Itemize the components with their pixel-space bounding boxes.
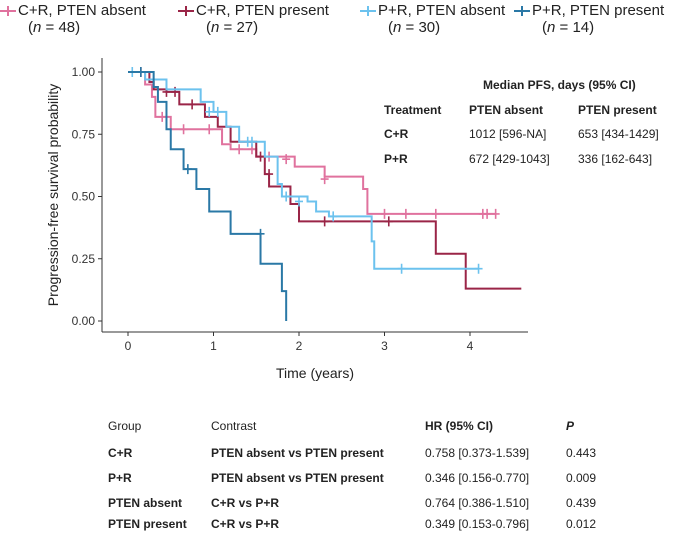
x-tick-label: 2 [296,339,303,353]
hr-row3-hr: 0.764 [0.386-1.510] [425,496,530,510]
censor-mark [183,164,192,175]
y-axis-label: Progression-free survival probability [45,84,61,307]
y-tick-label: 0.75 [72,127,96,141]
y-tick-label: 1.00 [72,65,96,79]
censor-mark [380,208,389,219]
legend-cross-icon [178,6,194,16]
hr-row3-group: PTEN absent [108,496,183,510]
hr-row4-contrast: C+R vs P+R [211,517,280,531]
legend-n: (n = 48) [28,19,81,36]
median-header-present: PTEN present [578,103,657,117]
km-curve-series-1 [128,71,496,215]
legend-item-cr-present[interactable]: C+R, PTEN present (n = 27) [178,2,329,36]
censor-mark [256,228,265,239]
median-row-pr-label: P+R [384,152,408,166]
legend-n: (n = 27) [206,19,259,36]
legend-label: C+R, PTEN present [196,2,329,19]
legend-n: (n = 30) [388,19,441,36]
median-header-absent: PTEN absent [469,103,544,117]
hr-row4-group: PTEN present [108,517,187,531]
hr-row3-contrast: C+R vs P+R [211,496,280,510]
median-header-treatment: Treatment [384,103,442,117]
censor-mark [188,99,197,110]
legend-label: P+R, PTEN absent [378,2,506,19]
hr-row1-contrast: PTEN absent vs PTEN present [211,446,384,460]
censor-mark [205,124,214,135]
median-table-title: Median PFS, days (95% CI) [483,78,636,92]
hr-header-hr: HR (95% CI) [425,419,494,433]
x-tick-label: 0 [125,339,132,353]
median-row-cr-label: C+R [384,127,409,141]
x-tick-label: 4 [467,339,474,353]
y-tick-label: 0.25 [72,252,96,266]
censor-mark [295,196,303,207]
y-tick-label: 0.50 [72,190,96,204]
censor-mark [235,144,244,155]
hr-header-contrast: Contrast [211,419,257,433]
x-tick-label: 3 [381,339,388,353]
legend-label: P+R, PTEN present [532,2,665,19]
km-curve-series-4 [128,71,288,321]
km-curve-series-3 [128,71,479,270]
hr-row1-hr: 0.758 [0.373-1.539] [425,446,530,460]
censor-mark [320,174,329,185]
hr-header-group: Group [108,419,142,433]
hr-row4-p: 0.012 [566,517,597,531]
median-row-pr-absent: 672 [429-1043] [469,152,550,166]
censor-mark [179,124,188,135]
censor-mark [205,106,214,117]
hr-row2-contrast: PTEN absent vs PTEN present [211,471,384,485]
y-tick-label: 0.00 [72,314,96,328]
hr-row2-group: P+R [108,471,132,485]
censor-mark [282,154,291,165]
legend-item-pr-absent[interactable]: P+R, PTEN absent (n = 30) [360,2,506,36]
hr-row1-p: 0.443 [566,446,597,460]
censor-mark [171,86,180,97]
censor-mark [491,208,500,219]
legend-n: (n = 14) [542,19,595,36]
hr-row3-p: 0.439 [566,496,597,510]
censor-mark [397,263,406,274]
x-tick-label: 1 [210,339,217,353]
censor-mark [136,67,145,77]
hr-row2-p: 0.009 [566,471,597,485]
median-row-cr-absent: 1012 [596-NA] [469,127,547,141]
legend-cross-icon [514,6,530,16]
hr-header-p: P [566,419,575,433]
hr-row2-hr: 0.346 [0.156-0.770] [425,471,530,485]
censor-mark [483,208,492,219]
legend-item-pr-present[interactable]: P+R, PTEN present (n = 14) [514,2,665,36]
censor-mark [213,106,222,117]
legend-label: C+R, PTEN absent [18,2,146,19]
censor-mark [474,263,483,274]
censor-mark [282,191,291,202]
censor-mark [431,208,440,219]
legend-item-cr-absent[interactable]: C+R, PTEN absent (n = 48) [0,2,146,36]
censor-mark [401,208,410,219]
median-row-cr-present: 653 [434-1429] [578,127,659,141]
censor-mark [247,136,256,147]
hr-row4-hr: 0.349 [0.153-0.796] [425,517,530,531]
censor-mark [320,216,329,227]
censor-mark [329,211,338,222]
x-axis-label: Time (years) [276,365,354,381]
censor-mark [158,111,167,122]
censor-mark [384,216,393,227]
censor-mark [256,151,265,162]
censor-mark [265,169,274,180]
legend-cross-icon [360,6,376,16]
median-row-pr-present: 336 [162-643] [578,152,653,166]
legend-cross-icon [0,6,16,16]
hr-row1-group: C+R [108,446,133,460]
